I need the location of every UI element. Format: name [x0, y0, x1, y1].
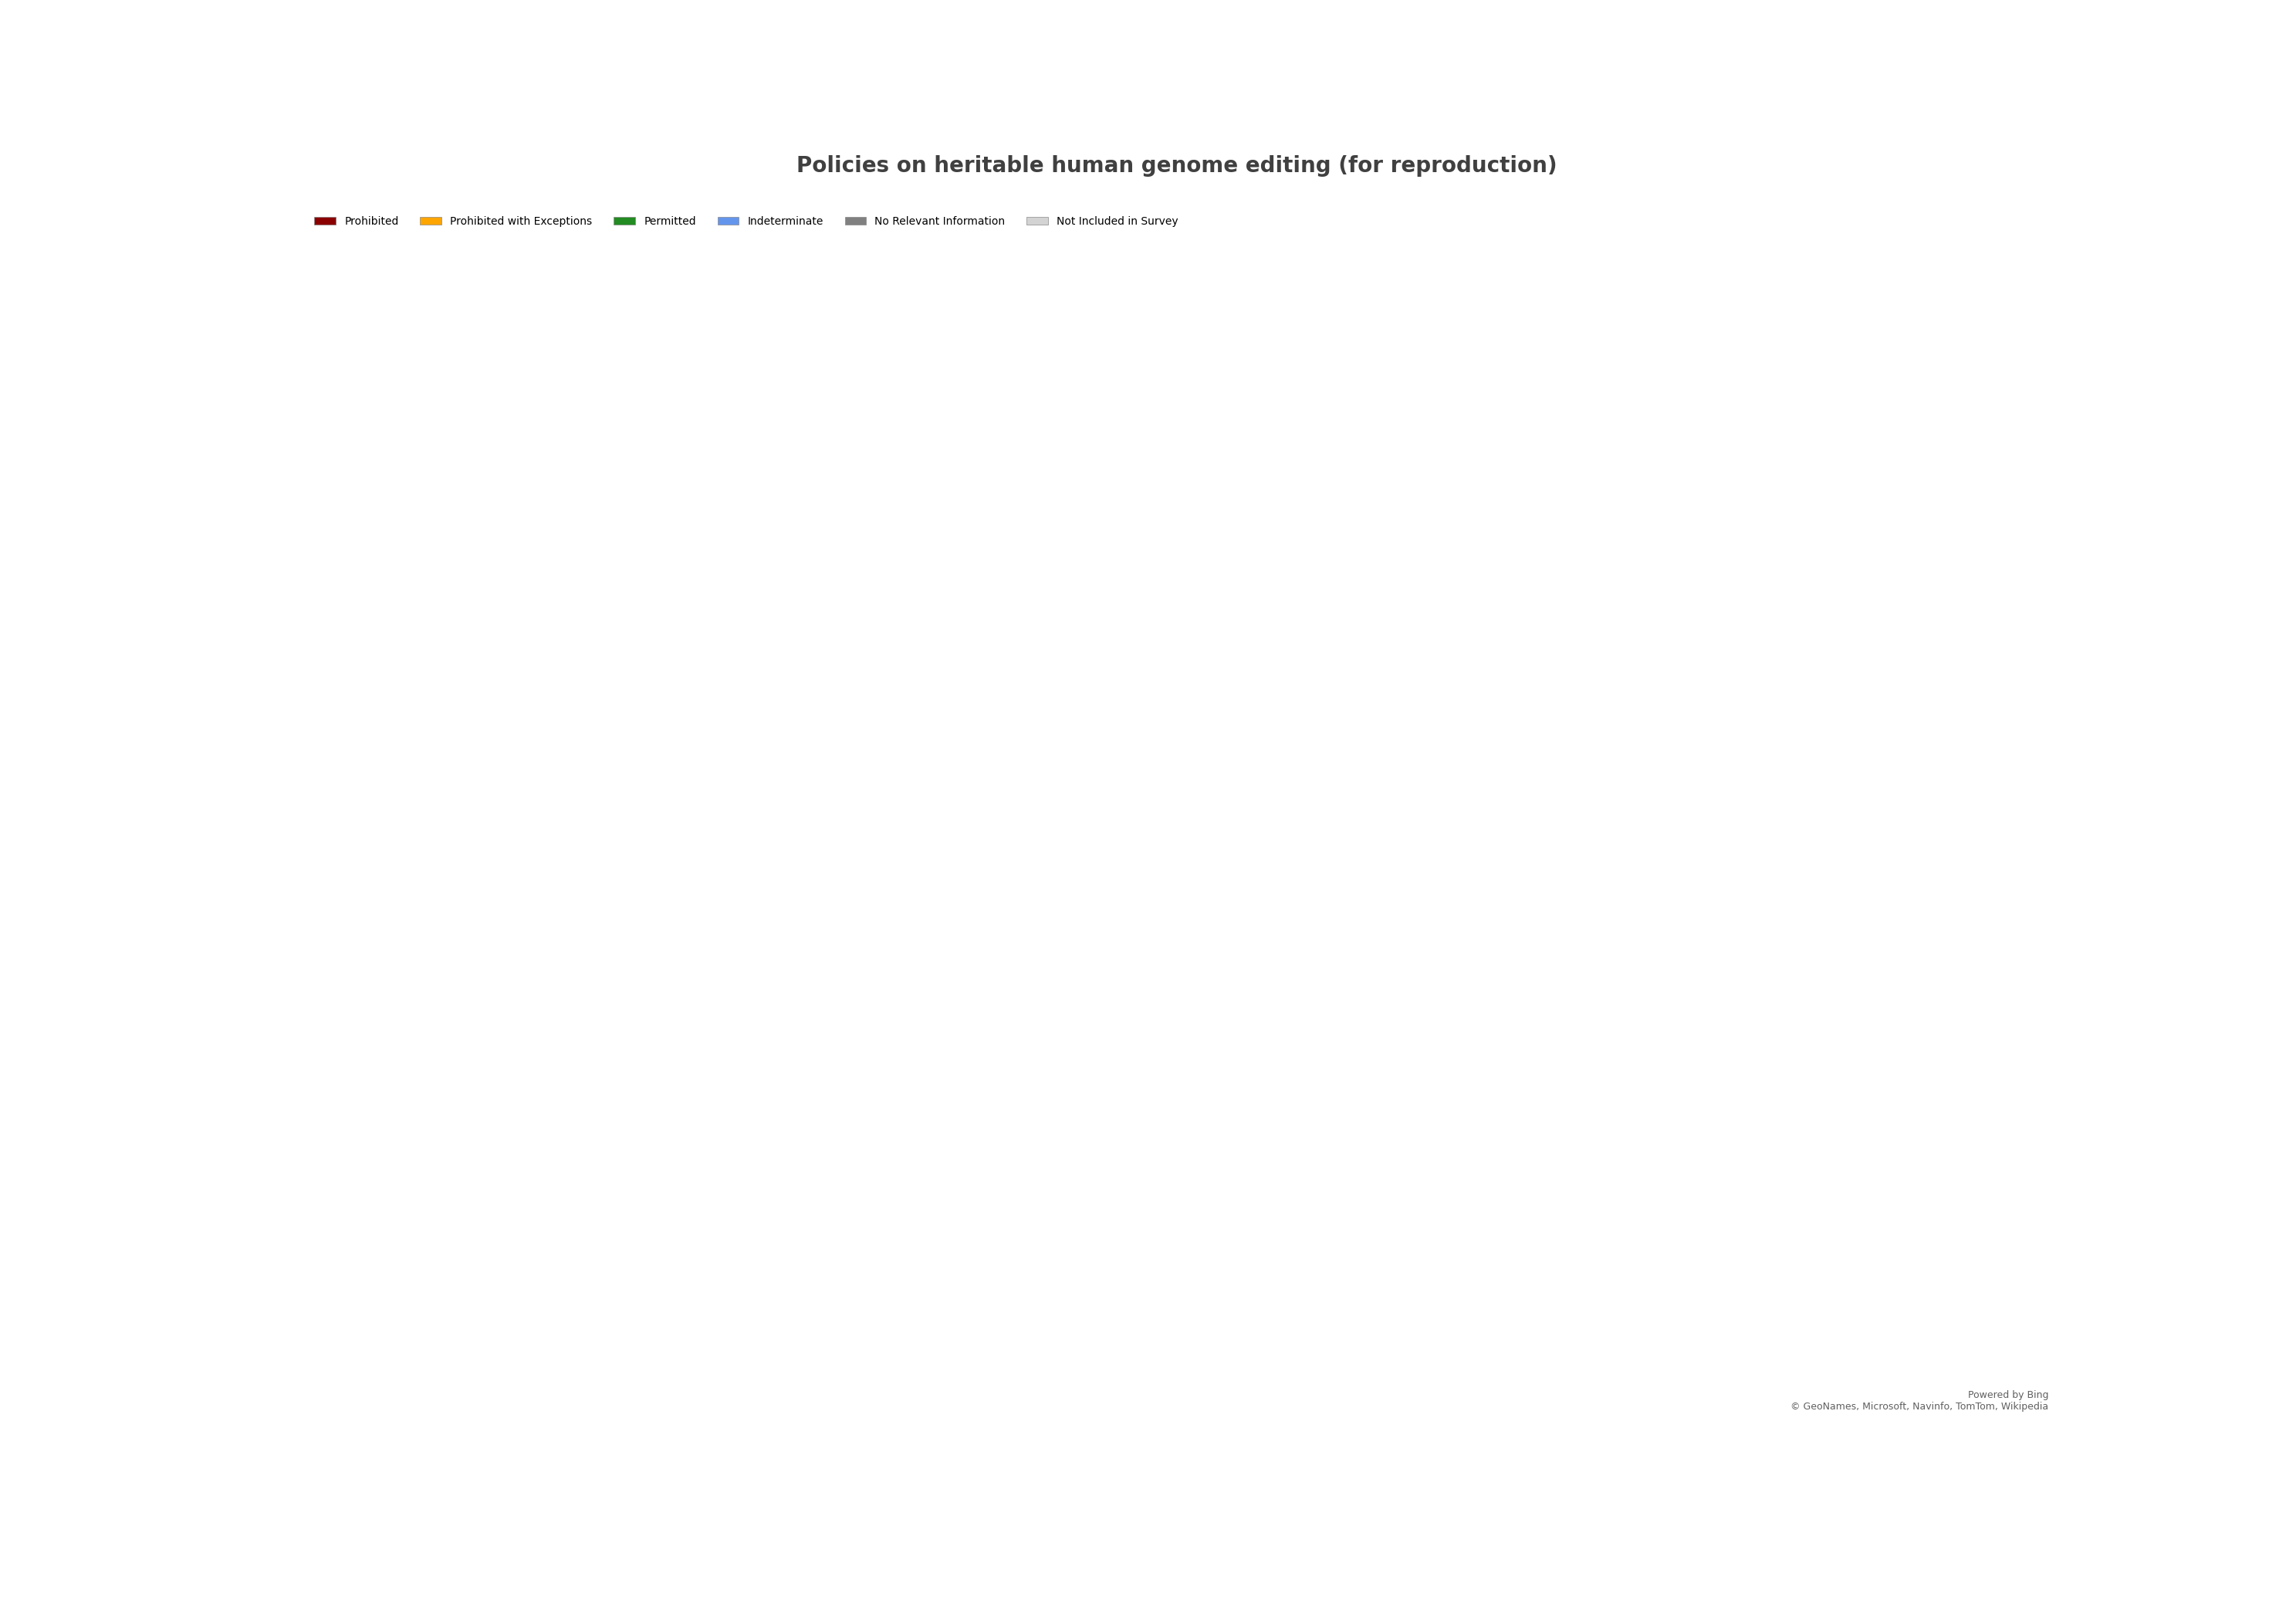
Legend: Prohibited, Prohibited with Exceptions, Permitted, Indeterminate, No Relevant In: Prohibited, Prohibited with Exceptions, … — [310, 211, 1182, 231]
Title: Policies on heritable human genome editing (for reproduction): Policies on heritable human genome editi… — [797, 155, 1557, 178]
Text: Powered by Bing
© GeoNames, Microsoft, Navinfo, TomTom, Wikipedia: Powered by Bing © GeoNames, Microsoft, N… — [1791, 1390, 2048, 1412]
